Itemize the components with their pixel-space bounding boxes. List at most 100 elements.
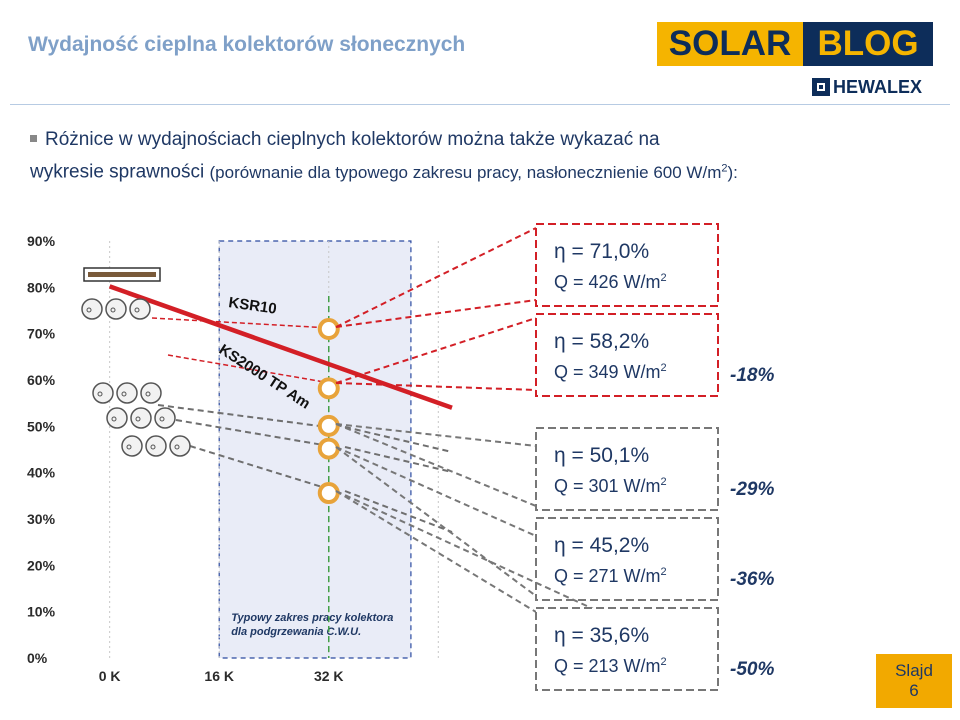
tube-pipe-icon-3-0 — [126, 444, 132, 450]
tube-pipe-icon-3-1 — [150, 444, 156, 450]
gray-connector-5 — [344, 490, 453, 533]
callout-q-sup-2: 2 — [661, 476, 667, 488]
bullet-square-icon — [30, 135, 37, 142]
slide-label: Slajd — [895, 661, 933, 680]
page-title: Wydajność cieplna kolektorów słonecznych — [28, 33, 466, 56]
callout-eta-3: η = 45,2% — [554, 534, 649, 557]
vacuum-tube-icon-1-2 — [140, 382, 162, 404]
y-tick-label-1: 80% — [27, 279, 56, 295]
callout-q-3: Q = 271 W/m2 — [554, 566, 667, 586]
x-tick-label-2: 32 K — [314, 668, 344, 684]
bullet-line1: Różnice w wydajnościach cieplnych kolekt… — [45, 129, 660, 150]
callout-box-0 — [535, 223, 719, 307]
tube-pipe-icon-2-1 — [135, 416, 141, 422]
header-divider — [10, 104, 950, 105]
blog-logo-text: BLOG — [817, 24, 919, 63]
data-point-2 — [317, 414, 340, 437]
y-tick-label-2: 70% — [27, 326, 56, 342]
callout-q-sup-1: 2 — [661, 362, 667, 374]
data-point-0 — [317, 318, 340, 341]
range-label-line1: Typowy zakres pracy kolektora — [231, 612, 393, 624]
callout-box-4 — [535, 607, 719, 691]
callout-leader-4-0 — [335, 490, 537, 613]
ks2000-connector — [167, 354, 331, 384]
callout-q-sup-0: 2 — [661, 272, 667, 284]
gray-connector-2 — [189, 445, 336, 492]
typical-range-band — [218, 240, 412, 659]
solar-logo-text: SOLAR — [657, 22, 803, 66]
vacuum-tube-icon-3-2 — [169, 435, 191, 457]
y-tick-label-9: 0% — [27, 650, 48, 666]
y-tick-label-8: 10% — [27, 604, 56, 620]
flat-collector-absorber — [88, 272, 156, 277]
range-label-line2: dla podgrzewania C.W.U. — [231, 626, 361, 638]
vacuum-tube-icon-2-1 — [130, 407, 152, 429]
callout-leader-2-1 — [335, 423, 537, 507]
y-tick-label-6: 30% — [27, 511, 56, 527]
gray-connector-1 — [175, 419, 336, 448]
tube-pipe-icon-3-2 — [174, 444, 180, 450]
series-label-ksr10: KSR10 — [227, 294, 277, 318]
x-tick-label-1: 16 K — [204, 668, 234, 684]
callout-q-sup-3: 2 — [661, 566, 667, 578]
tube-pipe-icon-1-2 — [145, 391, 151, 397]
vacuum-tube-icon-0-2 — [129, 298, 151, 320]
bullet-line2: wykresie sprawności — [30, 161, 205, 183]
callout-eta-4: η = 35,6% — [554, 624, 649, 647]
callout-leader-0-0 — [335, 227, 537, 328]
bullet-text: Różnice w wydajnościach cieplnych kolekt… — [30, 126, 910, 187]
vacuum-tube-icon-1-1 — [116, 382, 138, 404]
vacuum-tube-icon-0-1 — [105, 298, 127, 320]
y-tick-label-7: 20% — [27, 557, 56, 573]
callout-q-sup-4: 2 — [661, 656, 667, 668]
solarblog-logo: SOLAR BLOG — [657, 22, 933, 66]
callout-leader-2-0 — [335, 423, 537, 447]
data-point-3 — [317, 437, 340, 460]
callout-leader-4-1 — [335, 490, 601, 613]
gray-connector-3 — [344, 426, 453, 453]
vacuum-tube-icon-2-2 — [154, 407, 176, 429]
hewalex-logo-text: HEWALEX — [833, 76, 923, 97]
callout-leader-0-1 — [335, 299, 537, 328]
tube-pipe-icon-0-2 — [134, 307, 140, 313]
callout-pct-3: -36% — [730, 569, 774, 590]
callout-eta-0: η = 71,0% — [554, 240, 649, 263]
series-line-ksr10 — [108, 284, 453, 410]
y-tick-label-5: 40% — [27, 465, 56, 481]
bullet-small-text: (porównanie dla typowego zakresu pracy, … — [210, 162, 738, 182]
vacuum-tube-icon-3-0 — [121, 435, 143, 457]
vacuum-tube-icon-0-0 — [81, 298, 103, 320]
gray-connector-4 — [344, 446, 453, 473]
callout-box-2 — [535, 427, 719, 511]
tube-pipe-icon-1-0 — [97, 391, 103, 397]
bullet-sup: 2 — [721, 162, 728, 174]
callout-leader-3-1 — [335, 446, 537, 597]
callout-leader-3-0 — [335, 446, 537, 537]
data-point-4 — [317, 482, 340, 505]
hewalex-mark-icon — [812, 78, 830, 96]
y-tick-label-4: 50% — [27, 418, 56, 434]
callout-eta-1: η = 58,2% — [554, 330, 649, 353]
callout-q-4: Q = 213 W/m2 — [554, 656, 667, 676]
bullet-end: ): — [727, 162, 738, 182]
slide-number: 6 — [909, 681, 919, 700]
tube-pipe-icon-0-0 — [86, 307, 92, 313]
callout-q-0: Q = 426 W/m2 — [554, 272, 667, 292]
y-tick-label-3: 60% — [27, 372, 56, 388]
vacuum-tube-icon-3-1 — [145, 435, 167, 457]
ksr10-connector — [151, 317, 331, 329]
vacuum-tube-icon-1-0 — [92, 382, 114, 404]
callout-eta-2: η = 50,1% — [554, 444, 649, 467]
tube-pipe-icon-0-1 — [110, 307, 116, 313]
tube-pipe-icon-2-2 — [159, 416, 165, 422]
x-tick-label-0: 0 K — [99, 668, 121, 684]
hewalex-logo: HEWALEX — [812, 76, 934, 98]
y-tick-label-0: 90% — [27, 233, 56, 249]
callout-pct-4: -50% — [730, 659, 774, 680]
callout-q-2: Q = 301 W/m2 — [554, 476, 667, 496]
slide-number-badge: Slajd 6 — [876, 654, 952, 708]
callout-pct-2: -29% — [730, 479, 774, 500]
callout-leader-1-1 — [335, 382, 537, 391]
callout-leader-1-0 — [335, 317, 537, 384]
